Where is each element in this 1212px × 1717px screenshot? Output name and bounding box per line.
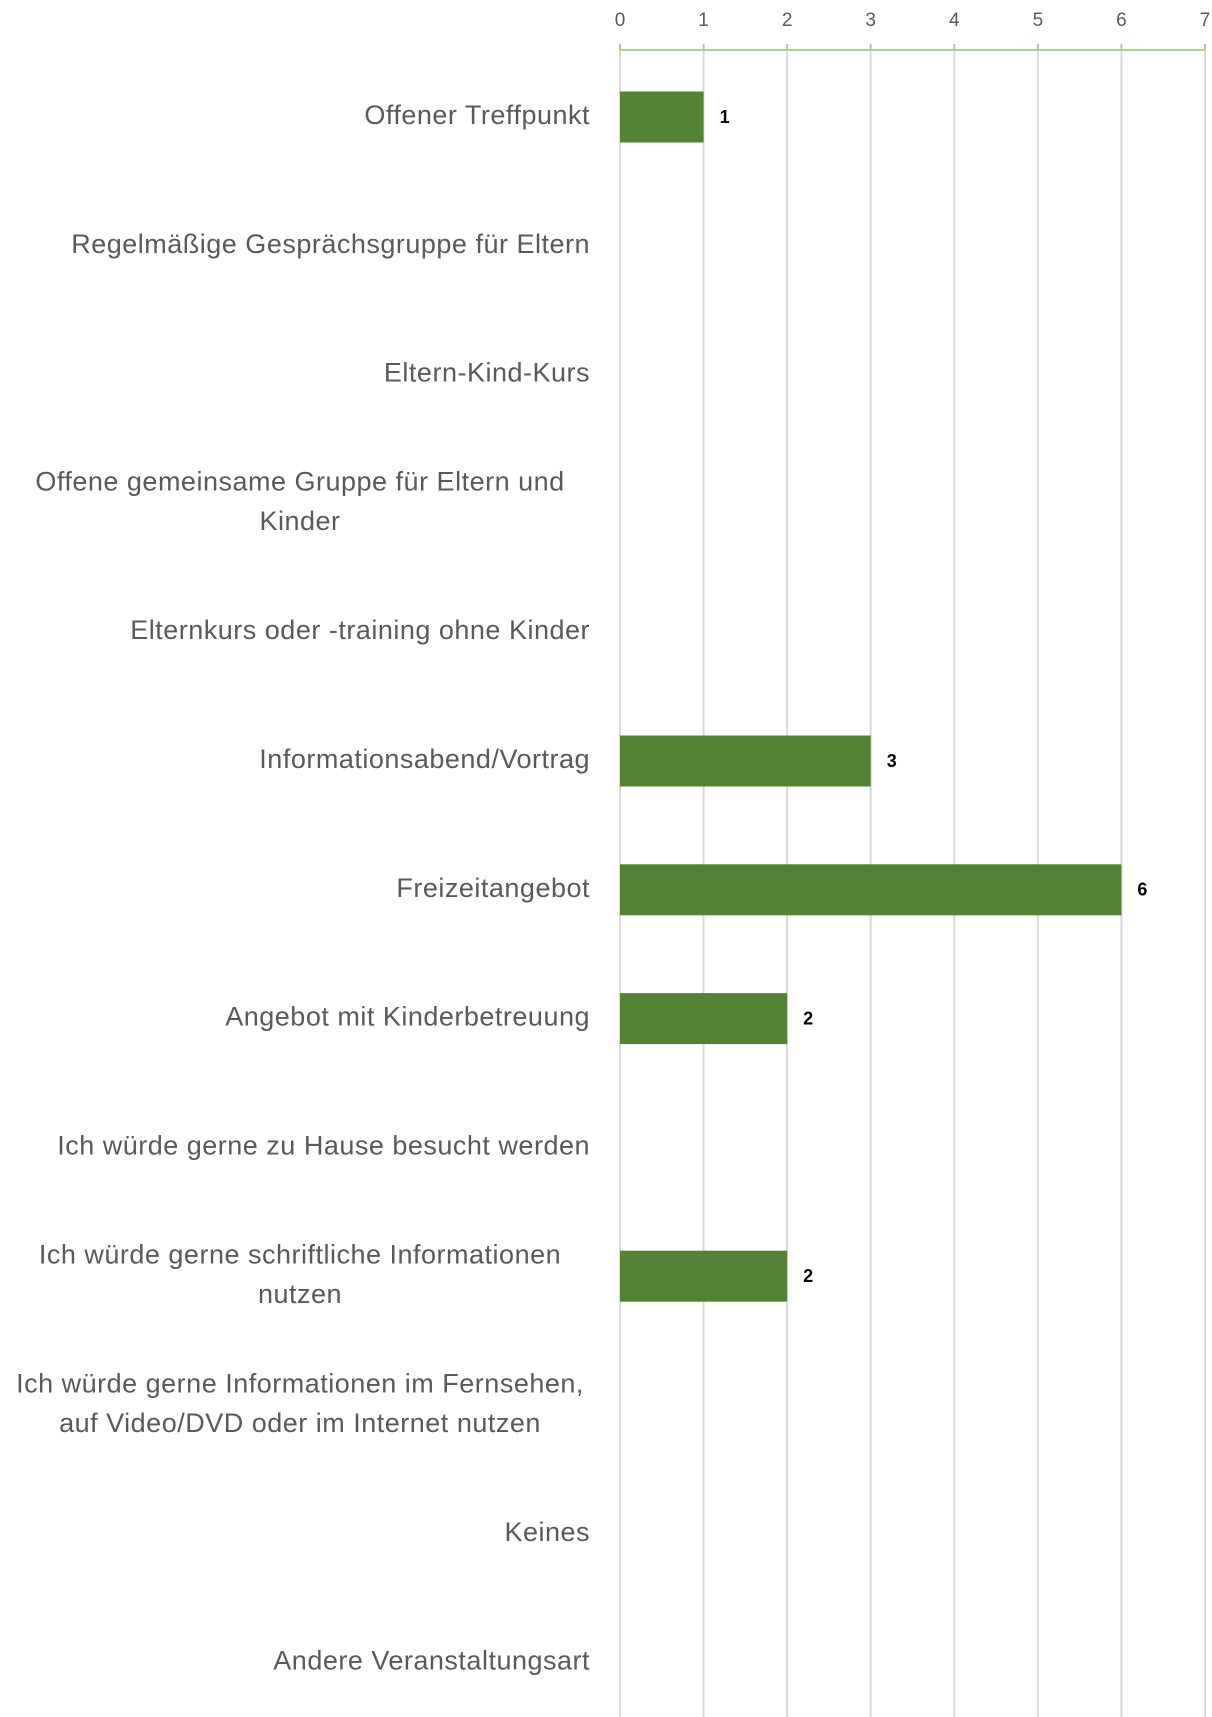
x-tick-label: 3	[865, 10, 876, 31]
y-tick-label: Elternkurs oder -training ohne Kinder	[130, 615, 590, 645]
x-tick-label: 1	[698, 10, 709, 31]
data-label: 3	[887, 751, 897, 771]
data-label: 6	[1137, 880, 1147, 900]
x-tick-label: 4	[949, 10, 960, 31]
x-tick-label: 0	[615, 10, 626, 31]
y-tick-label: Informationsabend/Vortrag	[259, 744, 590, 774]
data-label: 2	[803, 1266, 813, 1286]
y-tick-label: Ich würde gerne zu Hause besucht werden	[57, 1131, 590, 1161]
bar	[620, 864, 1122, 916]
y-tick-label: Andere Veranstaltungsart	[273, 1646, 590, 1676]
y-tick-label: Eltern-Kind-Kurs	[384, 358, 590, 388]
y-tick-label: Keines	[504, 1517, 590, 1547]
y-tick-label: Regelmäßige Gesprächsgruppe für Eltern	[71, 229, 590, 259]
bar	[620, 735, 871, 787]
y-tick-label: Offene gemeinsame Gruppe für Eltern und K…	[35, 467, 564, 537]
bar	[620, 1250, 788, 1302]
y-tick-label: Ich würde gerne Informationen im Fernseh…	[16, 1368, 584, 1438]
data-label: 1	[720, 107, 730, 127]
bar	[620, 91, 704, 143]
y-tick-label: Ich würde gerne schriftliche Information…	[39, 1240, 561, 1310]
y-tick-label: Offener Treffpunkt	[364, 100, 590, 130]
y-tick-label: Angebot mit Kinderbetreuung	[225, 1002, 590, 1032]
x-tick-label: 6	[1116, 10, 1127, 31]
x-tick-label: 2	[782, 10, 793, 31]
data-label: 2	[803, 1008, 813, 1028]
y-tick-label: Freizeitangebot	[396, 873, 590, 903]
bar	[620, 993, 788, 1045]
x-tick-label: 7	[1200, 10, 1211, 31]
x-tick-label: 5	[1033, 10, 1044, 31]
